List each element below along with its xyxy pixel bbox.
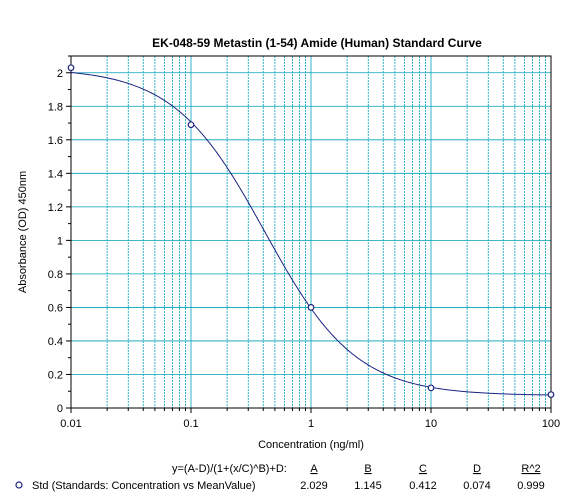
data-point [67,64,75,72]
fit-value-1: 1.145 [354,480,382,492]
data-point [547,391,555,398]
x-tick-label: 0.1 [183,418,198,430]
fit-header-0: A [310,463,318,475]
fit-value-3: 0.074 [463,480,491,492]
fit-equation: y=(A-D)/(1+(x/C)^B)+D: [172,463,287,475]
data-points [67,64,555,398]
y-tick-label: 0.4 [48,336,63,348]
x-tick-label: 1 [308,418,314,430]
data-point [187,121,195,129]
fit-header-4: R^2 [521,463,540,475]
x-tick-label: 100 [542,418,560,430]
x-tick-label: 0.01 [60,418,81,430]
axis-ticks: 0.01 0.1 1 10 100 0 0.2 0.4 0.6 0.8 1 1.2 1.4 1.6 1.8 2 [48,55,560,430]
y-tick-label: 2 [57,68,63,80]
y-tick-label: 0.6 [48,302,63,314]
y-tick-label: 0 [57,403,63,415]
fit-parameter-headers: A B C D R^2 [310,463,540,475]
legend-series-label: Std (Standards: Concentration vs MeanVal… [32,480,256,492]
data-point [427,384,435,392]
x-tick-label: 10 [425,418,437,430]
fit-header-2: C [419,463,427,475]
data-point [307,304,315,311]
y-tick-label: 1.8 [48,101,63,113]
legend-marker-icon [15,481,23,489]
x-axis-label: Concentration (ng/ml) [258,439,364,451]
y-tick-label: 1.6 [48,135,63,147]
chart-title: EK-048-59 Metastin (1-54) Amide (Human) … [152,36,482,50]
fit-header-3: D [473,463,481,475]
fit-value-0: 2.029 [300,480,328,492]
y-axis-label: Absorbance (OD) 450nm [17,171,29,293]
y-tick-label: 1.2 [48,202,63,214]
y-tick-label: 1.4 [48,168,63,180]
fit-value-2: 0.412 [409,480,437,492]
y-tick-label: 0.2 [48,369,63,381]
fit-header-1: B [364,463,371,475]
y-tick-label: 0.8 [48,269,63,281]
fit-parameter-values: 2.029 1.145 0.412 0.074 0.999 [300,480,545,492]
grid [70,56,552,409]
y-tick-label: 1 [57,235,63,247]
fit-value-4: 0.999 [517,480,545,492]
